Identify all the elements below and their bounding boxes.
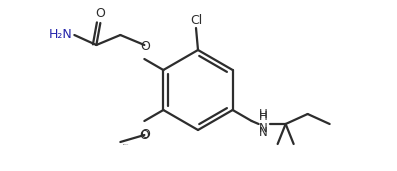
Text: O: O bbox=[139, 129, 149, 142]
Text: methoxy: methoxy bbox=[123, 144, 129, 145]
Text: Cl: Cl bbox=[190, 14, 202, 27]
Text: O: O bbox=[141, 40, 150, 53]
Text: H₂N: H₂N bbox=[48, 29, 72, 42]
Text: O: O bbox=[95, 7, 105, 20]
Text: N: N bbox=[259, 126, 268, 139]
Text: H
N: H N bbox=[259, 110, 268, 135]
Text: H: H bbox=[259, 108, 268, 121]
Text: O: O bbox=[141, 128, 150, 141]
